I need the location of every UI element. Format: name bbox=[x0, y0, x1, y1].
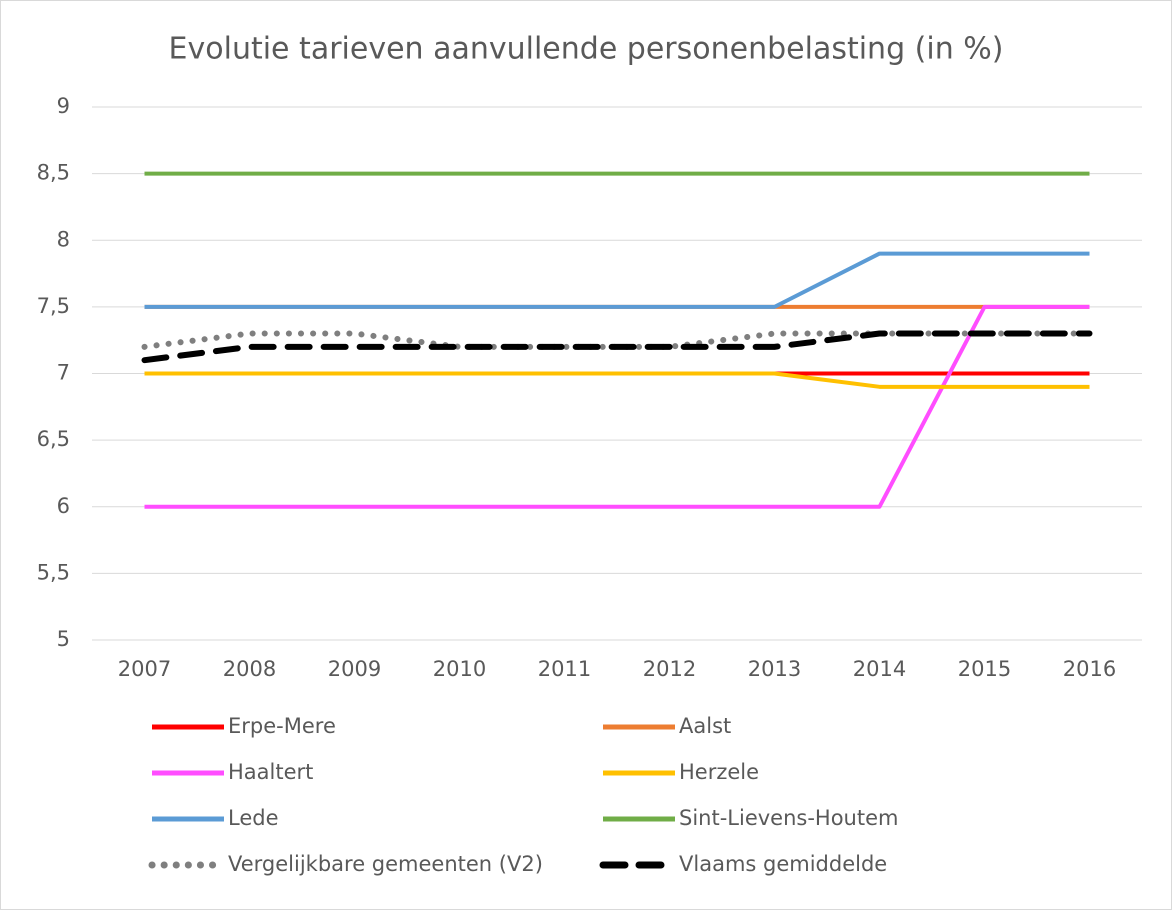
y-tick-label: 6 bbox=[57, 494, 70, 518]
legend-label: Haaltert bbox=[228, 760, 313, 784]
x-tick-label: 2012 bbox=[643, 657, 696, 681]
legend-label: Vergelijkbare gemeenten (V2) bbox=[228, 852, 543, 876]
x-tick-label: 2010 bbox=[433, 657, 486, 681]
legend-label: Lede bbox=[228, 806, 279, 830]
x-tick-label: 2011 bbox=[538, 657, 591, 681]
x-tick-label: 2009 bbox=[328, 657, 381, 681]
x-tick-label: 2014 bbox=[853, 657, 906, 681]
series-line bbox=[144, 371, 1090, 389]
x-tick-label: 2013 bbox=[748, 657, 801, 681]
legend-label: Sint-Lievens-Houtem bbox=[679, 806, 898, 830]
x-tick-label: 2007 bbox=[118, 657, 171, 681]
series-line bbox=[141, 330, 1093, 364]
y-tick-label: 7 bbox=[57, 361, 70, 385]
y-tick-label: 6,5 bbox=[37, 427, 70, 451]
legend-label: Aalst bbox=[679, 714, 731, 738]
y-tick-label: 8,5 bbox=[37, 161, 70, 185]
x-tick-label: 2016 bbox=[1063, 657, 1116, 681]
legend-label: Erpe-Mere bbox=[228, 714, 336, 738]
legend-label: Herzele bbox=[679, 760, 759, 784]
y-tick-label: 8 bbox=[57, 227, 70, 251]
x-tick-label: 2015 bbox=[958, 657, 1011, 681]
y-tick-label: 7,5 bbox=[37, 294, 70, 318]
x-tick-label: 2008 bbox=[223, 657, 276, 681]
y-tick-label: 5,5 bbox=[37, 560, 70, 584]
y-tick-label: 5 bbox=[57, 627, 70, 651]
chart-title: Evolutie tarieven aanvullende personenbe… bbox=[169, 32, 1004, 67]
series-line bbox=[144, 251, 1090, 309]
y-tick-label: 9 bbox=[57, 94, 70, 118]
legend-label: Vlaams gemiddelde bbox=[679, 852, 887, 876]
series-line bbox=[144, 304, 1090, 509]
